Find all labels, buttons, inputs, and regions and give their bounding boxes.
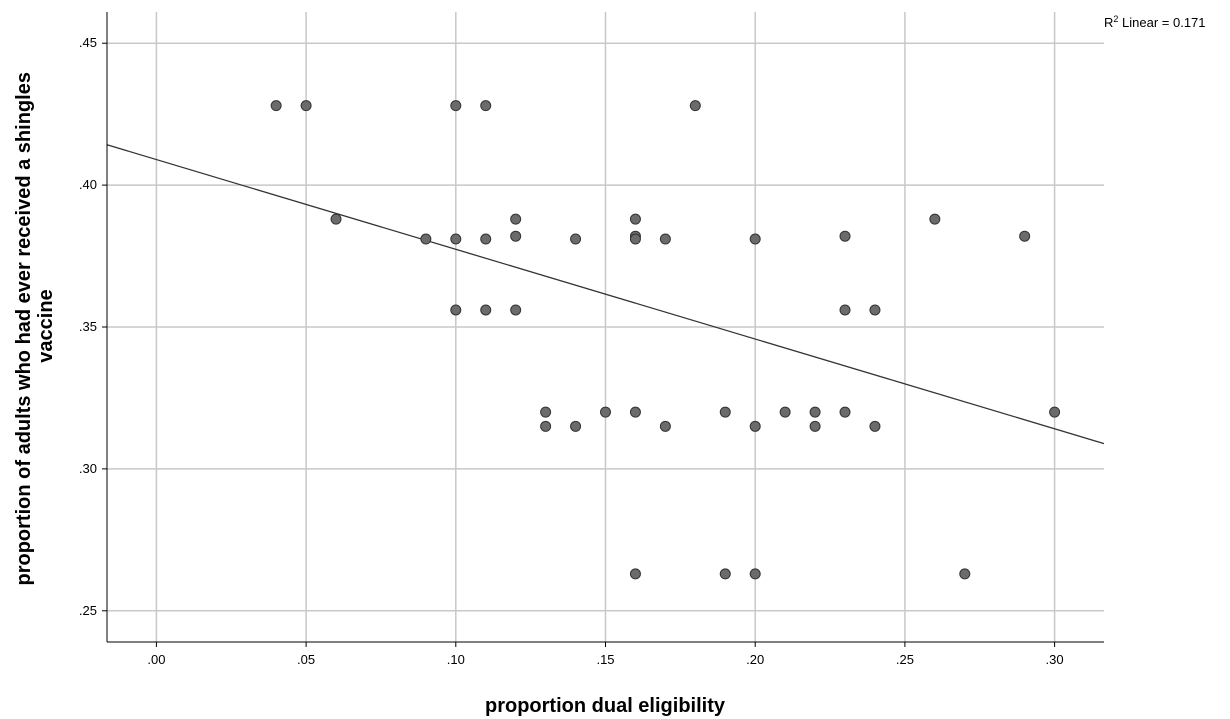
data-point [839,406,851,418]
data-point [1019,230,1031,242]
y-tick-label: .30 [79,461,97,476]
y-tick-labels: .25 .30 .35 .40 .45 [79,35,97,618]
data-point [330,213,342,225]
data-point [809,406,821,418]
data-point [300,100,312,112]
data-point [629,213,641,225]
y-tick-label: .25 [79,603,97,618]
data-point [510,230,522,242]
data-point [570,233,582,245]
x-tick-label: .20 [746,652,764,667]
data-point [779,406,791,418]
data-point [510,304,522,316]
data-point [450,304,462,316]
data-point [959,568,971,580]
data-point [689,100,701,112]
data-point [749,420,761,432]
data-point [719,568,731,580]
data-point [929,213,941,225]
fit-line-layer [106,144,1105,445]
x-tick-label: .25 [896,652,914,667]
data-point [1049,406,1061,418]
data-point [869,420,881,432]
data-point [719,406,731,418]
data-point [629,568,641,580]
data-point [839,304,851,316]
data-point [270,100,282,112]
x-tick-label: .30 [1046,652,1064,667]
data-point [600,406,611,418]
data-point [629,233,641,245]
grid-lines [107,12,1104,642]
y-axis-title-line-1: proportion of adults who had ever receiv… [13,72,35,585]
data-point [809,420,821,432]
axes [102,12,1104,647]
data-point [480,233,492,245]
linear-fit-line [106,144,1105,445]
data-point [629,406,641,418]
data-point [749,568,761,580]
y-tick-label: .45 [79,35,97,50]
y-axis-title-line-2: vaccine [35,289,57,362]
r-squared-label: R2 Linear = 0.171 [1104,14,1206,30]
data-point [450,233,462,245]
data-point [450,100,462,112]
data-points [270,100,1061,580]
data-point [420,233,432,245]
data-point [839,230,851,242]
x-tick-label: .05 [297,652,315,667]
x-axis-title: proportion dual eligibility [485,695,726,717]
data-point [749,233,761,245]
data-point [659,420,671,432]
x-tick-label: .15 [596,652,614,667]
data-point [540,406,552,418]
y-tick-label: .40 [79,177,97,192]
x-tick-labels: .00 .05 .10 .15 .20 .25 .30 [147,652,1063,667]
x-tick-label: .00 [147,652,165,667]
data-point [480,100,492,112]
data-point [570,420,582,432]
x-tick-label: .10 [447,652,465,667]
data-point [540,420,552,432]
y-tick-label: .35 [79,319,97,334]
data-point [659,233,671,245]
y-axis-title: proportion of adults who had ever receiv… [13,67,57,586]
data-point [480,304,492,316]
data-point [510,213,522,225]
data-point [869,304,881,316]
